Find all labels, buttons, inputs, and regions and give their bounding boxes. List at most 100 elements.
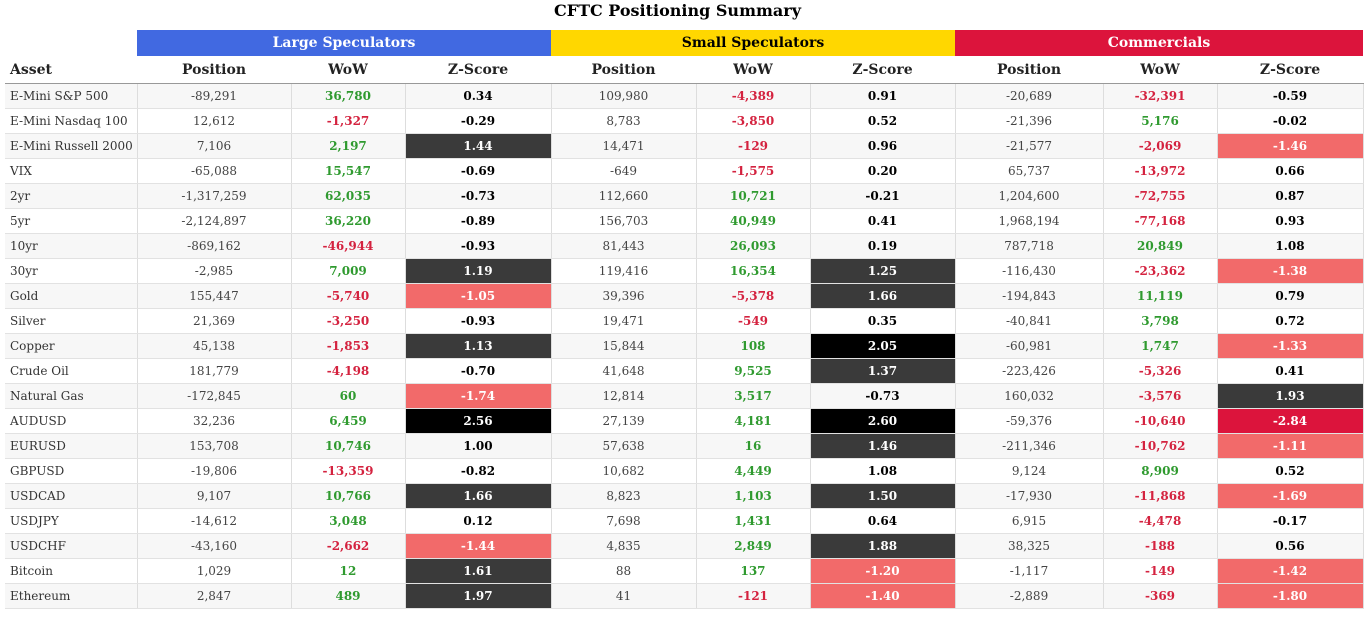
asset-cell: GBPUSD	[5, 458, 138, 484]
asset-cell: Silver	[5, 308, 138, 334]
asset-cell: 10yr	[5, 233, 138, 259]
col-asset: Asset	[5, 56, 137, 84]
small-spec-wow-cell: 4,181	[696, 408, 811, 434]
commercials-zscore-cell: 0.52	[1217, 458, 1364, 484]
small-spec-zscore-cell: 1.08	[810, 458, 956, 484]
large-spec-position-cell: 155,447	[137, 283, 292, 309]
small-spec-zscore-cell: 0.35	[810, 308, 956, 334]
commercials-wow-cell: -77,168	[1103, 208, 1218, 234]
large-spec-wow-cell: 7,009	[291, 258, 406, 284]
table-row: 2yr -1,317,259 62,035 -0.73 112,660 10,721 -0.…	[5, 183, 1364, 209]
table-row: 5yr -2,124,897 36,220 -0.89 156,703 40,949 0.4…	[5, 208, 1364, 234]
col-ss-position: Position	[551, 56, 696, 84]
asset-cell: 5yr	[5, 208, 138, 234]
commercials-zscore-cell: -1.42	[1217, 558, 1364, 584]
large-spec-zscore-cell: -1.44	[405, 533, 552, 559]
asset-cell: Copper	[5, 333, 138, 359]
small-spec-zscore-cell: 2.05	[810, 333, 956, 359]
asset-cell: E-Mini Nasdaq 100	[5, 108, 138, 134]
commercials-zscore-cell: 1.08	[1217, 233, 1364, 259]
large-spec-wow-cell: 489	[291, 583, 406, 609]
group-commercials: Commercials	[955, 30, 1364, 56]
large-spec-zscore-cell: -1.74	[405, 383, 552, 409]
small-spec-position-cell: 15,844	[551, 333, 697, 359]
large-spec-wow-cell: 10,746	[291, 433, 406, 459]
commercials-position-cell: -17,930	[955, 483, 1104, 509]
commercials-wow-cell: -2,069	[1103, 133, 1218, 159]
col-ls-position: Position	[137, 56, 291, 84]
commercials-position-cell: -40,841	[955, 308, 1104, 334]
small-spec-zscore-cell: 0.96	[810, 133, 956, 159]
asset-cell: Crude Oil	[5, 358, 138, 384]
commercials-zscore-cell: -0.02	[1217, 108, 1364, 134]
group-large-speculators: Large Speculators	[137, 30, 551, 56]
commercials-zscore-cell: 1.93	[1217, 383, 1364, 409]
table-row: Bitcoin 1,029 12 1.61 88 137 -1.20 -1,117 -149 -1…	[5, 558, 1364, 584]
large-spec-wow-cell: -1,853	[291, 333, 406, 359]
small-spec-zscore-cell: 1.66	[810, 283, 956, 309]
table-row: GBPUSD -19,806 -13,359 -0.82 10,682 4,449 1.08…	[5, 458, 1364, 484]
large-spec-zscore-cell: 1.00	[405, 433, 552, 459]
large-spec-wow-cell: 2,197	[291, 133, 406, 159]
large-spec-zscore-cell: -0.29	[405, 108, 552, 134]
asset-cell: EURUSD	[5, 433, 138, 459]
large-spec-zscore-cell: -1.05	[405, 283, 552, 309]
small-spec-position-cell: 156,703	[551, 208, 697, 234]
small-spec-wow-cell: 108	[696, 333, 811, 359]
large-spec-wow-cell: 60	[291, 383, 406, 409]
asset-cell: USDCAD	[5, 483, 138, 509]
table-row: Silver 21,369 -3,250 -0.93 19,471 -549 0.35 -40…	[5, 308, 1364, 334]
small-spec-zscore-cell: -1.20	[810, 558, 956, 584]
commercials-position-cell: 38,325	[955, 533, 1104, 559]
small-spec-zscore-cell: 0.19	[810, 233, 956, 259]
asset-cell: Ethereum	[5, 583, 138, 609]
large-spec-position-cell: 21,369	[137, 308, 292, 334]
large-spec-wow-cell: 62,035	[291, 183, 406, 209]
large-spec-zscore-cell: 1.44	[405, 133, 552, 159]
commercials-position-cell: -59,376	[955, 408, 1104, 434]
commercials-zscore-cell: 0.56	[1217, 533, 1364, 559]
large-spec-wow-cell: 36,780	[291, 83, 406, 109]
small-spec-zscore-cell: -0.21	[810, 183, 956, 209]
large-spec-zscore-cell: 0.12	[405, 508, 552, 534]
commercials-position-cell: 787,718	[955, 233, 1104, 259]
large-spec-position-cell: -2,985	[137, 258, 292, 284]
asset-cell: E-Mini S&P 500	[5, 83, 138, 109]
large-spec-wow-cell: -46,944	[291, 233, 406, 259]
commercials-position-cell: 9,124	[955, 458, 1104, 484]
commercials-position-cell: -21,396	[955, 108, 1104, 134]
small-spec-wow-cell: -5,378	[696, 283, 811, 309]
table-row: VIX -65,088 15,547 -0.69 -649 -1,575 0.20 65,73…	[5, 158, 1364, 184]
asset-cell: 2yr	[5, 183, 138, 209]
large-spec-position-cell: -869,162	[137, 233, 292, 259]
commercials-position-cell: -116,430	[955, 258, 1104, 284]
small-spec-zscore-cell: 1.88	[810, 533, 956, 559]
commercials-position-cell: -20,689	[955, 83, 1104, 109]
small-spec-zscore-cell: 1.46	[810, 433, 956, 459]
small-spec-wow-cell: 137	[696, 558, 811, 584]
large-spec-position-cell: -172,845	[137, 383, 292, 409]
commercials-wow-cell: -4,478	[1103, 508, 1218, 534]
commercials-zscore-cell: 0.66	[1217, 158, 1364, 184]
table-row: EURUSD 153,708 10,746 1.00 57,638 16 1.46 -211,…	[5, 433, 1364, 459]
small-spec-position-cell: 4,835	[551, 533, 697, 559]
small-spec-wow-cell: 4,449	[696, 458, 811, 484]
small-spec-position-cell: 8,783	[551, 108, 697, 134]
small-spec-position-cell: 119,416	[551, 258, 697, 284]
commercials-zscore-cell: 0.87	[1217, 183, 1364, 209]
commercials-zscore-cell: -0.59	[1217, 83, 1364, 109]
commercials-zscore-cell: 0.79	[1217, 283, 1364, 309]
commercials-wow-cell: -23,362	[1103, 258, 1218, 284]
large-spec-zscore-cell: 1.61	[405, 558, 552, 584]
commercials-wow-cell: -369	[1103, 583, 1218, 609]
small-spec-zscore-cell: -1.40	[810, 583, 956, 609]
large-spec-zscore-cell: -0.89	[405, 208, 552, 234]
small-spec-wow-cell: 2,849	[696, 533, 811, 559]
commercials-wow-cell: -10,762	[1103, 433, 1218, 459]
commercials-wow-cell: 1,747	[1103, 333, 1218, 359]
commercials-position-cell: 65,737	[955, 158, 1104, 184]
large-spec-position-cell: -43,160	[137, 533, 292, 559]
commercials-position-cell: 1,968,194	[955, 208, 1104, 234]
small-spec-zscore-cell: 0.64	[810, 508, 956, 534]
small-spec-wow-cell: 1,431	[696, 508, 811, 534]
